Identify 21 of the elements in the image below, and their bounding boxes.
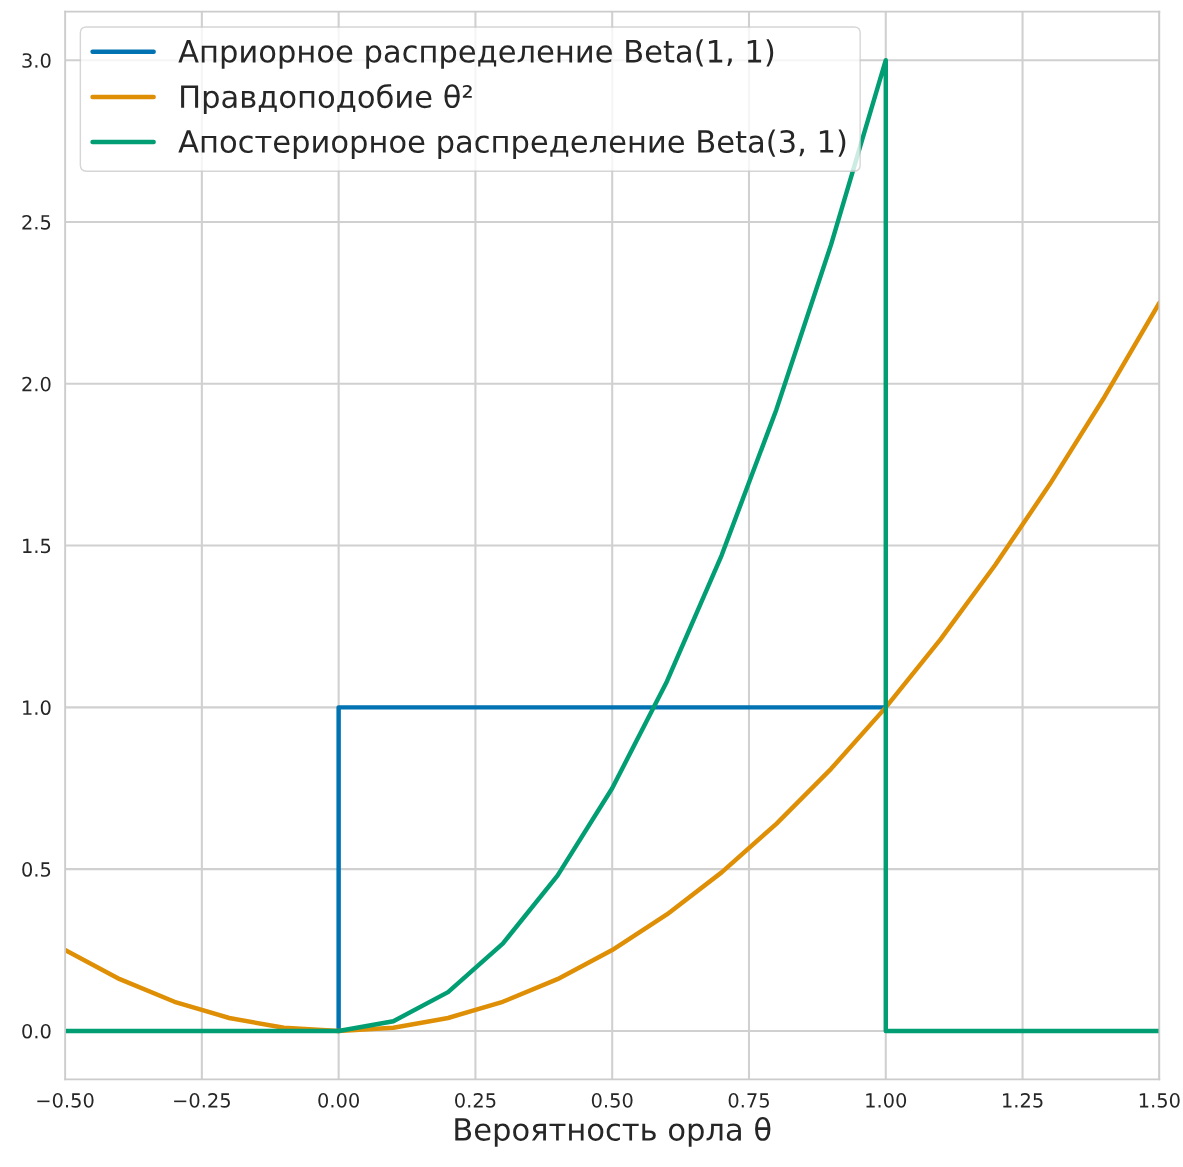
x-tick-label: 0.25 [455,1093,496,1108]
y-tick-label: 0.5 [22,862,51,877]
y-tick-label: 3.0 [22,53,51,68]
x-tick-label: 1.00 [866,1093,907,1108]
legend-label: Априорное распределение Beta(1, 1) [178,39,774,69]
x-tick-label: 0.75 [728,1093,769,1108]
legend-label: Правдоподобие θ² [181,84,472,115]
y-tick-label: 1.0 [23,700,51,716]
y-tick-label: 2.5 [22,214,51,230]
x-tick-label: 0.50 [591,1093,633,1108]
y-tick-label: 2.0 [22,376,51,392]
y-tick-label: 0.0 [22,1023,51,1039]
x-tick-label: 1.50 [1139,1093,1180,1108]
x-tick-label: −0.50 [37,1093,94,1108]
y-tick-label: 1.5 [23,538,51,554]
line-series [65,300,1160,1034]
x-tick-label: 1.25 [1003,1093,1043,1108]
x-tick-label: −0.25 [174,1093,230,1108]
x-axis-title: Вероятность орла θ [455,1117,771,1147]
legend-label: Апостериорное распределение Beta(3, 1) [178,129,846,159]
x-tick-label: 0.00 [318,1093,359,1108]
